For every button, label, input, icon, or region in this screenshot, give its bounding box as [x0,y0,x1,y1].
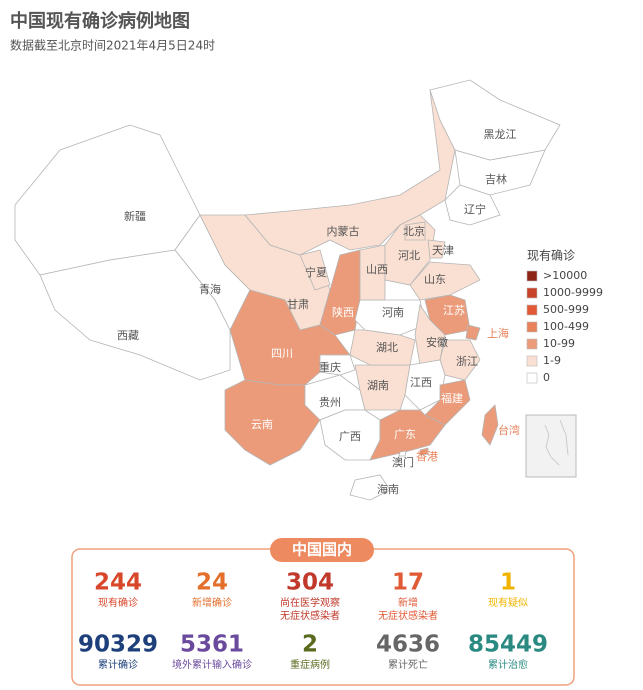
stats: 244现有确诊24新增确诊304尚在医学观察无症状感染者17新增无症状感染者1现… [78,570,548,672]
province [429,79,561,161]
province [39,249,231,381]
stat-value: 4636 [376,632,440,658]
province-label: 西藏 [117,329,139,342]
legend-label: 0 [543,371,550,384]
stat-label: 尚在医学观察 [280,596,340,609]
legend-label: >10000 [543,269,587,282]
province [319,354,356,376]
south-sea-inset [525,414,577,478]
stat-label: 重症病例 [290,658,330,671]
province-label: 广西 [339,430,361,443]
stat-value: 90329 [78,632,158,658]
legend-swatch [526,338,538,350]
province [244,89,461,256]
province-label: 广东 [394,428,416,441]
province-label: 江西 [410,376,432,389]
legend-swatch [526,304,538,316]
subtitle: 数据截至北京时间2021年4月5日24时 [10,38,215,53]
province-label: 陕西 [332,305,354,319]
province [349,474,391,501]
stat-value: 1 [500,570,516,596]
province-label: 澳门 [392,455,414,469]
legend-title: 现有确诊 [527,249,575,263]
province-label: 香港 [416,450,438,463]
province-label: 内蒙古 [327,224,360,238]
legend-label: 1000-9999 [543,286,603,299]
legend-label: 10-99 [543,337,575,350]
title: 中国现有确诊病例地图 [10,10,190,32]
province [354,299,426,336]
province [409,261,481,301]
stats-title: 中国国内 [292,541,352,559]
legend-swatch [526,321,538,333]
province [481,404,499,446]
province-label: 北京 [403,224,425,238]
province-label: 山西 [366,263,388,276]
province-label: 江苏 [443,304,465,317]
province-label: 重庆 [319,360,341,374]
province-label: 安徽 [426,335,448,349]
province-label: 四川 [271,347,293,360]
stat-value: 304 [286,570,334,596]
province [427,239,446,259]
province [419,447,429,456]
inset-lines [544,419,569,466]
province-label: 青海 [199,282,221,296]
province-label: 湖南 [367,379,389,392]
province [299,249,331,291]
province-label: 甘肃 [287,298,309,311]
province-label: 天津 [432,244,454,257]
province-label: 云南 [251,418,273,431]
stat-label: 无症状感染者 [378,609,438,622]
legend-swatch [526,270,538,282]
stat-label: 累计死亡 [388,658,428,671]
stat-value: 85449 [468,632,548,658]
stat-label: 无症状感染者 [280,609,340,622]
stat-value: 24 [196,570,228,596]
province-label: 浙江 [456,355,478,368]
province [424,379,471,426]
stat-label: 新增确诊 [192,596,232,609]
stat-value: 5361 [180,632,244,658]
province-label: 吉林 [485,172,507,186]
province-label: 辽宁 [464,202,486,216]
legend: 现有确诊 >10000 1000-9999 500-999 100-499 10-99 1-… [526,249,603,384]
province-label: 湖北 [376,341,398,354]
legend-swatch [526,355,538,367]
province-label: 福建 [441,391,463,405]
province-label: 河北 [398,249,420,262]
province-label: 贵州 [319,396,341,409]
province [465,324,481,341]
stat-value: 17 [392,570,424,596]
province-label: 宁夏 [305,265,327,279]
stat-label: 境外累计输入确诊 [172,658,252,671]
province-label: 海南 [377,482,399,496]
province-label: 山东 [424,273,446,286]
legend-swatch [526,287,538,299]
stat-label: 现有疑似 [488,596,528,609]
province-label: 台湾 [498,423,520,437]
province-label: 新疆 [124,209,146,223]
stat-value: 244 [94,570,142,596]
stat-value: 2 [302,632,318,658]
province-label: 上海 [487,326,509,340]
stats-pill [270,538,374,562]
stat-label: 现有确诊 [98,596,138,609]
province [404,221,426,241]
stat-label: 新增 [398,596,418,609]
legend-label: 1-9 [543,354,561,367]
legend-label: 500-999 [543,303,589,316]
province-label: 河南 [382,306,404,319]
province-label: 黑龙江 [484,128,517,141]
stat-label: 累计治愈 [488,658,528,671]
legend-label: 100-499 [543,320,589,333]
stat-label: 累计确诊 [98,658,138,671]
province [398,450,407,457]
legend-swatch [526,372,538,384]
province [369,409,446,461]
province [359,244,386,301]
